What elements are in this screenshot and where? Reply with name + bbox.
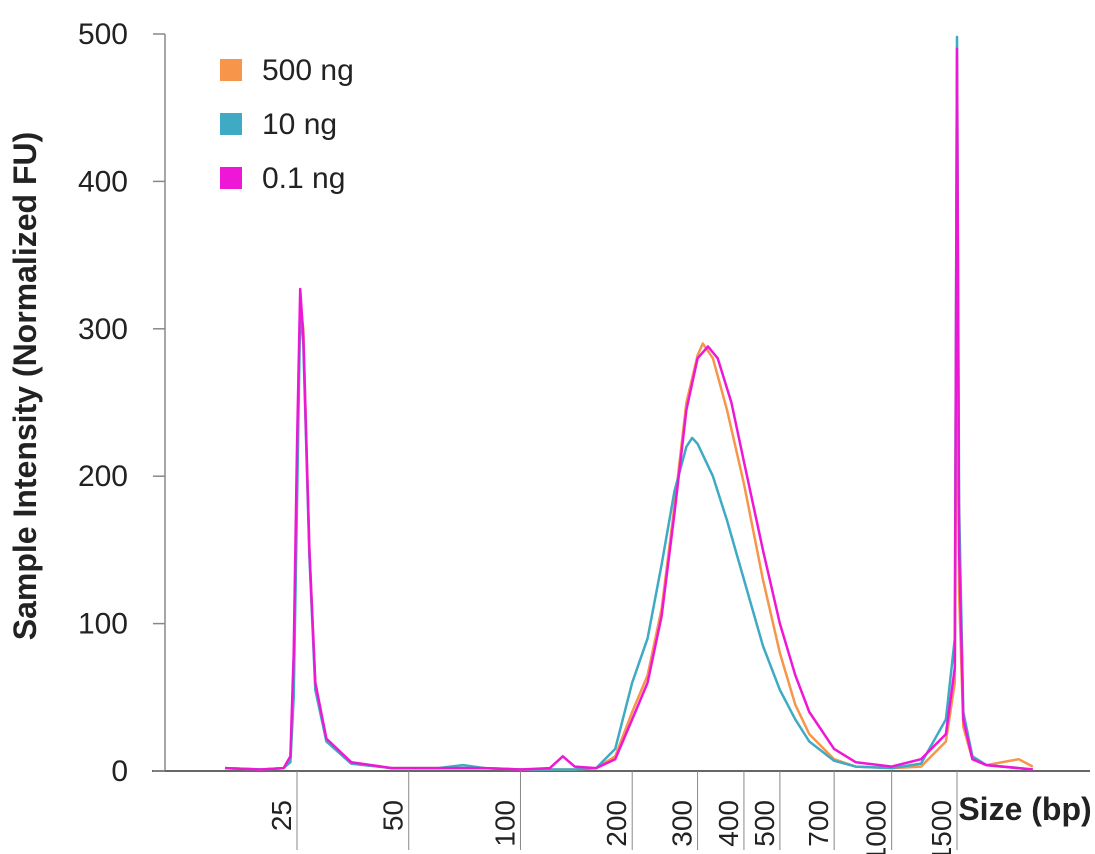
legend-swatch [220, 59, 242, 81]
legend-swatch [220, 167, 242, 189]
x-tick-label: 400 [713, 800, 744, 847]
legend-swatch [220, 113, 242, 135]
x-axis: Size (bp) [152, 770, 1092, 827]
x-tick-label: 1000 [861, 800, 892, 854]
x-tick-label: 700 [803, 800, 834, 847]
y-ticks: 0 100 200 300 400 500 [78, 18, 165, 788]
y-tick-label: 100 [78, 608, 128, 641]
x-tick-label: 300 [667, 800, 698, 847]
legend-label: 500 ng [262, 54, 354, 87]
series-lines [225, 35, 1034, 771]
y-tick-label: 500 [78, 18, 128, 51]
x-axis-title: Size (bp) [958, 791, 1091, 827]
y-tick-label: 200 [78, 460, 128, 493]
legend-label: 0.1 ng [262, 162, 345, 195]
x-tick-label: 1500 [926, 800, 957, 854]
x-tick-label: 500 [749, 800, 780, 847]
series-line-0-1-ng [225, 47, 1033, 771]
legend: 500 ng 10 ng 0.1 ng [220, 54, 354, 195]
y-tick-label: 400 [78, 165, 128, 198]
y-axis: Sample Intensity (Normalized FU) [7, 34, 166, 771]
legend-label: 10 ng [262, 108, 337, 141]
series-line-10-ng [225, 35, 1033, 771]
x-tick-label: 25 [266, 800, 297, 831]
x-tick-label: 200 [601, 800, 632, 847]
y-tick-label: 0 [111, 755, 128, 788]
y-tick-label: 300 [78, 313, 128, 346]
x-ticks: 25 50 100 200 300 400 500 700 1000 1500 [266, 771, 958, 854]
x-tick-label: 100 [489, 800, 520, 847]
x-tick-label: 50 [378, 800, 409, 831]
y-axis-title: Sample Intensity (Normalized FU) [7, 132, 43, 641]
